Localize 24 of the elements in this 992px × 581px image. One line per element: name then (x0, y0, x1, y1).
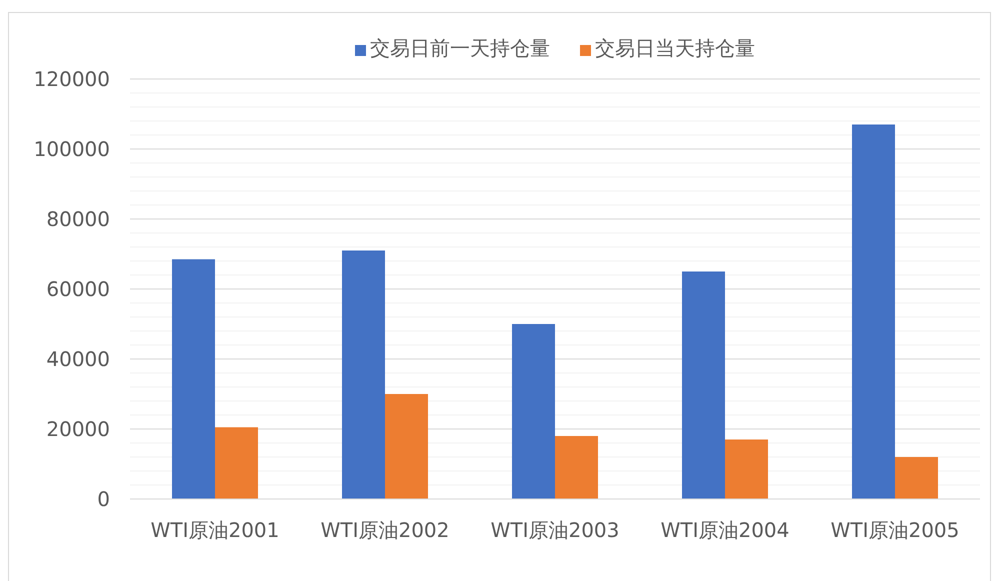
y-tick-label: 100000 (34, 137, 110, 161)
y-tick-label: 60000 (46, 277, 110, 301)
x-tick-label: WTI原油2003 (490, 518, 620, 542)
bar (682, 272, 725, 499)
y-tick-label: 0 (97, 487, 110, 511)
bar (342, 250, 385, 499)
bar (555, 436, 598, 499)
legend-label: 交易日当天持仓量 (595, 36, 755, 60)
x-tick-label: WTI原油2005 (830, 518, 960, 542)
bar (895, 457, 938, 499)
y-tick-label: 40000 (46, 347, 110, 371)
bar (725, 440, 768, 499)
bar (512, 324, 555, 499)
bar (215, 427, 258, 499)
bar (172, 259, 215, 499)
x-tick-label: WTI原油2004 (660, 518, 790, 542)
x-tick-label: WTI原油2002 (320, 518, 450, 542)
x-tick-label: WTI原油2001 (150, 518, 280, 542)
bar (852, 124, 895, 499)
y-tick-label: 80000 (46, 207, 110, 231)
legend-label: 交易日前一天持仓量 (370, 36, 550, 60)
y-tick-label: 120000 (34, 67, 110, 91)
bar (385, 394, 428, 499)
y-tick-label: 20000 (46, 417, 110, 441)
